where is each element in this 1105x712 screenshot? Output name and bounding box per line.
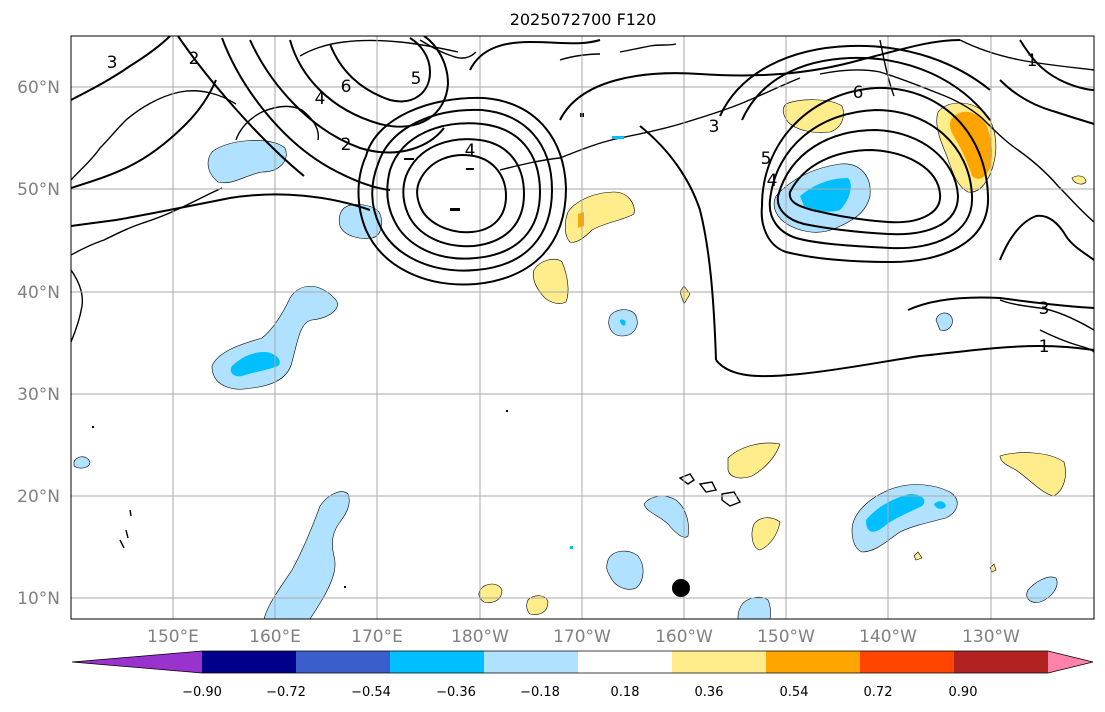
lat-label: 10°N xyxy=(17,589,60,609)
contour-label: 2 xyxy=(189,49,200,69)
colorbar-segment xyxy=(484,651,579,673)
contour-lines xyxy=(71,36,1094,378)
colorbar-segment xyxy=(766,651,861,673)
latitude-labels: 60°N 50°N 40°N 30°N 20°N 10°N xyxy=(17,78,60,609)
lon-label: 170°E xyxy=(351,627,403,647)
lon-label: 150°W xyxy=(757,627,815,647)
colorbar-tick-label: −0.36 xyxy=(436,685,476,700)
lat-label: 60°N xyxy=(17,78,60,98)
colorbar-tick-label: −0.18 xyxy=(520,685,560,700)
lon-label: 140°W xyxy=(859,627,917,647)
contour-label: 5 xyxy=(411,69,422,89)
colorbar-segment xyxy=(202,651,297,673)
contour-labels: 3 2 6 5 4 2 4 6 3 5 4 1 3 1 xyxy=(107,49,1050,357)
contour-label: 3 xyxy=(709,117,720,137)
colorbar-tick-label: 0.90 xyxy=(949,685,978,700)
contour-label: 1 xyxy=(1027,51,1038,71)
contour-label: 4 xyxy=(767,171,778,191)
contour-label: 4 xyxy=(315,89,326,109)
colorbar-extend-high xyxy=(1048,651,1093,673)
lat-label: 40°N xyxy=(17,283,60,303)
colorbar-segment xyxy=(578,651,673,673)
colorbar-segment xyxy=(860,651,955,673)
lon-label: 130°W xyxy=(962,627,1020,647)
black-dot-marker xyxy=(672,579,690,597)
lon-label: 160°E xyxy=(249,627,301,647)
contour-label: 4 xyxy=(465,141,476,161)
colorbar-tick-label: 0.18 xyxy=(611,685,640,700)
map-title: 2025072700 F120 xyxy=(510,10,657,29)
colorbar-segment xyxy=(296,651,391,673)
colorbar-tick-label: −0.54 xyxy=(351,685,391,700)
contour-label: 2 xyxy=(341,135,352,155)
colorbar-segment xyxy=(672,651,767,673)
anomaly-negative-medium xyxy=(230,178,946,532)
colorbar-tick-label: −0.72 xyxy=(266,685,306,700)
colorbar-segment xyxy=(954,651,1049,673)
lat-label: 30°N xyxy=(17,385,60,405)
contour-label: 3 xyxy=(1039,299,1050,319)
colorbar-extend-low xyxy=(72,651,202,673)
lat-label: 50°N xyxy=(17,180,60,200)
contour-label: 1 xyxy=(1039,337,1050,357)
lon-label: 170°W xyxy=(553,627,611,647)
colorbar-tick-label: −0.90 xyxy=(182,685,222,700)
coastlines xyxy=(71,39,1094,549)
map-frame xyxy=(70,35,1095,620)
colorbar-tick-label: 0.72 xyxy=(864,685,893,700)
colorbar-tick-label: 0.36 xyxy=(695,685,724,700)
contour-label: 6 xyxy=(853,83,864,103)
colorbar xyxy=(71,650,1094,674)
colorbar-outline xyxy=(71,650,1094,674)
longitude-labels: 150°E 160°E 170°E 180°W 170°W 160°W 150°… xyxy=(147,627,1020,647)
colorbar-segment xyxy=(390,651,485,673)
lon-label: 180°W xyxy=(451,627,509,647)
lon-label: 160°W xyxy=(655,627,713,647)
contour-label: 6 xyxy=(341,77,352,97)
lon-label: 150°E xyxy=(147,627,199,647)
colorbar-tick-labels: −0.90 −0.72 −0.54 −0.36 −0.18 0.18 0.36 … xyxy=(182,685,977,700)
lat-label: 20°N xyxy=(17,487,60,507)
contour-label: 3 xyxy=(107,53,118,73)
contour-label: 5 xyxy=(761,149,772,169)
colorbar-tick-label: 0.54 xyxy=(780,685,809,700)
